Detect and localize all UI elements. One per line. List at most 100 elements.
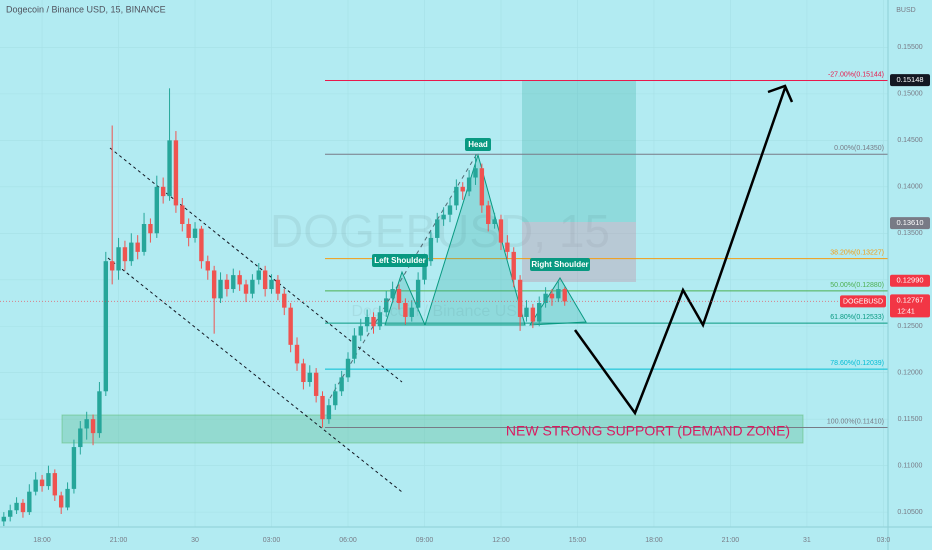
candle-body [511,251,516,280]
candle-body [58,495,64,508]
candle-body [301,363,306,383]
candle-body [39,479,45,487]
candles [1,88,567,527]
candle-body [116,247,121,271]
candle-body [167,140,172,197]
fib-label: 50.00%(0.12880) [830,282,884,289]
x-tick-label: 09:00 [416,537,434,544]
candle-body [517,279,523,317]
candle-body [326,405,332,420]
fib-label: 100.00%(0.11410) [827,418,884,425]
target-zone [522,80,636,222]
candle-body [530,307,536,322]
candle-body [435,219,440,238]
y-tick-label: 0.14500 [897,137,922,144]
candle-body [562,289,567,302]
candle-body [403,303,408,317]
candle-body [231,275,236,290]
currency-label: BUSD [896,7,915,14]
candle-body [27,491,32,513]
candle-body [333,391,338,406]
last-price-badge [890,294,930,318]
candle-body [218,279,223,299]
price-badge [890,74,930,87]
candle-body [282,293,287,308]
candle-body [71,447,77,489]
candle-body [243,284,249,294]
candle-body [543,293,548,304]
x-tick-label: 15:00 [569,537,587,544]
x-tick-label: 21:00 [110,537,128,544]
candle-body [556,289,561,299]
channel-line [107,257,403,493]
candle-body [345,358,351,378]
candle-body [549,293,555,299]
y-tick-label: 0.12000 [897,370,922,377]
y-tick-label: 0.14000 [897,184,922,191]
x-tick-label: 18:00 [33,537,51,544]
candle-body [186,223,191,238]
arrow-head [767,84,794,103]
candle-body [498,219,504,243]
candle-body [428,237,434,262]
candle-body [390,289,395,299]
annotation: Head [468,140,488,149]
x-tick-label: 30 [191,537,199,544]
y-tick-label: 0.11000 [898,462,923,469]
candle-body [65,488,70,508]
candle-body [192,228,198,238]
y-tick-label: 0.12500 [897,323,922,330]
candle-body [505,242,510,252]
candle-body [33,479,38,492]
candle-body [288,307,293,345]
price-badge-label: 0.12990 [896,276,923,285]
watermark: DOGEBUSD, 15 [270,205,610,257]
candle-body [7,510,13,517]
last-price-label: 0.12767 [896,295,923,304]
fib-label: 38.20%(0.13227) [830,250,884,257]
symbol-badge [840,295,886,308]
candle-body [339,377,344,392]
candle-body [486,205,491,224]
x-tick-label: 03:00 [263,537,281,544]
candle-body [371,316,376,327]
candle-body [460,186,465,192]
x-tick-label: 31 [803,537,811,544]
candle-body [237,275,242,285]
annotation: Right Shoulder [531,260,588,269]
y-tick-label: 0.13500 [897,230,922,237]
stop-zone [522,222,636,282]
symbol-label: DOGEBUSD [843,298,883,305]
y-tick-label: 0.15500 [897,44,922,51]
candle-body [384,298,389,313]
candle-body [1,516,7,522]
candle-body [141,223,147,252]
candle-body [313,372,319,396]
candle-body [537,303,542,322]
candle-body [396,289,402,304]
candle-body [52,473,58,496]
fib-label: 78.60%(0.12039) [830,360,884,367]
candle-body [447,205,453,215]
candle-body [364,316,370,327]
y-tick-label: 0.10500 [897,509,922,516]
projection-arrow [573,87,787,416]
candle-body [173,140,179,206]
candle-body [473,168,478,178]
fib-label: 0.00%(0.14350) [834,145,884,152]
label-box [530,258,590,271]
grid [0,0,888,527]
x-tick-label: 18:00 [645,537,663,544]
label-box [372,254,428,267]
candle-body [377,312,383,327]
candle-body [84,419,89,429]
candle-body [103,261,109,392]
candle-body [466,177,472,192]
candle-body [250,279,255,294]
price-badge [890,217,930,230]
candle-body [409,307,414,317]
candle-body [352,335,357,359]
annotation: Left Shoulder [374,256,426,265]
